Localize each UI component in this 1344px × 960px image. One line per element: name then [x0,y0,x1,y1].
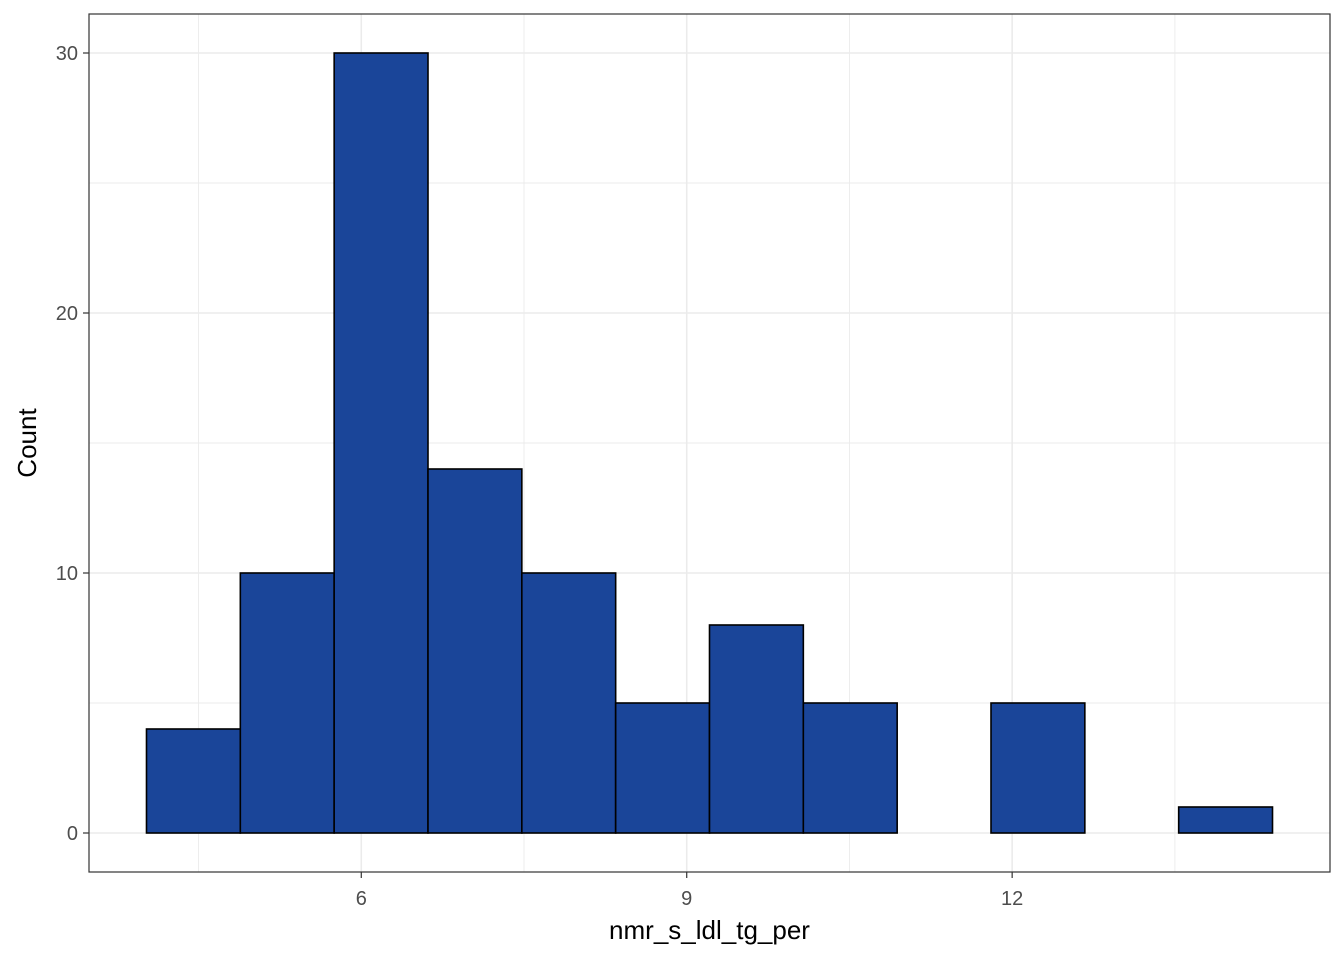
histogram-bar [1177,806,1274,834]
y-tick-label: 30 [56,43,78,65]
histogram-bar [521,572,617,834]
y-axis-title: Count [12,408,42,478]
histogram-bar [333,52,429,834]
histogram-bars [145,52,1274,834]
y-axis: 0 10 20 30 [56,43,89,845]
histogram-bar [427,468,523,834]
minor-gridlines [89,14,1330,872]
y-tick-label: 20 [56,303,78,325]
histogram-bar [802,702,898,834]
panel-border [88,13,1331,873]
x-tick-label: 9 [681,888,692,910]
histogram-bar [239,572,335,834]
x-axis-title: nmr_s_ldl_tg_per [609,915,810,945]
x-tick-label: 6 [356,888,367,910]
histogram-bar [708,624,805,834]
y-tick-label: 0 [67,823,78,845]
x-axis: 6 9 12 [356,872,1023,910]
y-tick-label: 10 [56,563,78,585]
histogram-bar [614,702,711,834]
x-tick-label: 12 [1001,888,1023,910]
histogram-bar [990,702,1086,834]
histogram-bar [145,728,242,834]
